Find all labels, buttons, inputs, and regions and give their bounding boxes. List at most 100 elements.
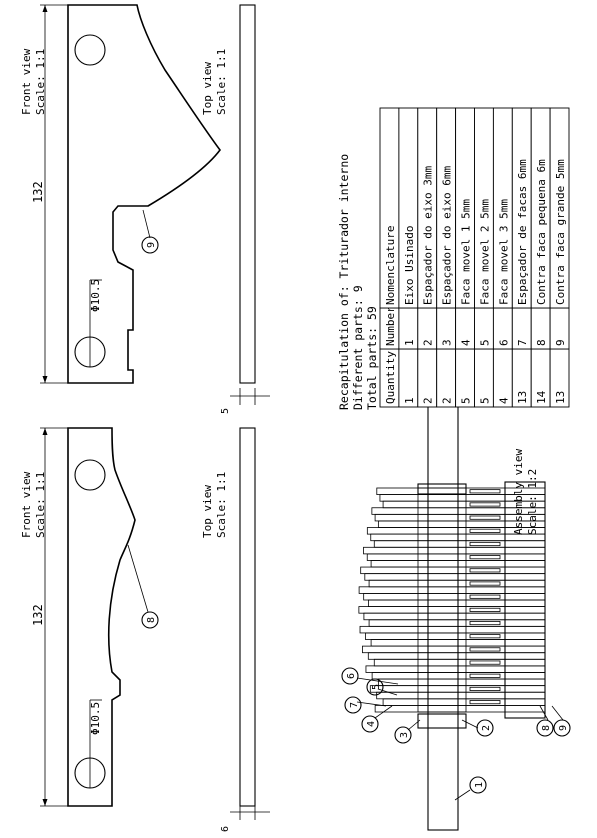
part8-front-view-label: Front view [20,471,33,538]
assembly-disc-hub [469,647,501,652]
part9-front-view-label: Front view [20,48,33,115]
part8-length-dim: 132 [31,604,45,626]
assembly-disc [365,665,546,673]
assembly-balloon [536,719,554,737]
part8-balloon [141,611,159,629]
assembly-balloon-label: 5 [371,684,382,690]
assembly-disc-hub [469,700,501,705]
part8-body-outline [67,427,136,807]
assembly-disc-hub [469,686,501,691]
recap-cell-text: Espaçador do eixo 6mm [441,166,454,305]
assembly-balloon [366,678,384,696]
recap-cell-text: Eixo Usinado [403,226,416,305]
part8-front-view-scale: Scale: 1:1 [34,472,47,538]
recap-cell-text: 9 [554,339,567,346]
part8-top-view-scale: Scale: 1:1 [215,472,228,538]
assembly-disc [371,672,546,680]
part9-top-view-label: Top view [201,62,214,115]
assembly-disc [368,619,546,627]
assembly-disc-hub [469,621,501,626]
assembly-disc-hub [469,607,501,612]
assembly-leader-7 [356,701,387,707]
assembly-scale: Scale: 1:2 [526,469,539,535]
assembly-core [417,487,467,713]
recap-header-text: Number [384,306,397,346]
recap-header-text: Nomenclature [384,226,397,305]
part8-balloon-leader [127,544,149,613]
assembly-balloon-label: 1 [474,782,485,788]
assembly-disc [366,553,546,561]
assembly-leader-1 [454,789,471,801]
assembly-leader-6 [356,677,399,685]
recap-cell-text: Espaçador do eixo 3mm [422,166,435,305]
assembly-disc-hub [469,489,501,494]
assembly-label: Assembly view [512,449,525,535]
recap-cell-text: 6 [497,339,510,346]
part8-hole-dim: Φ10.5 [89,702,102,735]
recap-cell-text: 14 [535,390,548,404]
part8-top-view-label: Top view [201,485,214,538]
assembly-balloon-label: 7 [349,702,360,708]
recap-cell-text: Contra faca pequena 6m [535,159,548,305]
assembly-balloon-label: 3 [399,732,410,738]
assembly-balloon [361,715,379,733]
part9-hole-top [74,34,106,66]
assembly-shaft-spacer-top [417,483,467,495]
assembly-leader-3 [407,719,421,731]
assembly-balloon-label: 9 [558,725,569,731]
assembly-shaft-spacer-bottom [417,713,467,729]
recap-cell-text: Contra faca grande 5mm [554,159,567,305]
recap-cell-text: 5 [478,397,491,404]
assembly-balloon [476,719,494,737]
assembly-balloon-label: 4 [366,721,377,727]
part9-body-outline [67,4,222,384]
assembly-balloon-label: 6 [346,673,357,679]
assembly-disc [376,691,546,700]
recap-cell-text: 7 [516,339,529,346]
assembly-disc [362,645,546,654]
assembly-disc [363,546,546,555]
recap-cell-text: 13 [516,391,529,404]
recap-cell-text: Espaçador de facas 6mm [516,159,529,305]
part9-balloon [141,236,159,254]
assembly-disc [364,573,546,581]
assembly-balloon [394,726,412,744]
assembly-disc [363,612,546,621]
assembly-disc [367,652,546,660]
assembly-disc-hub [469,515,501,520]
part8-thickness-dim: 6 [220,826,231,832]
recap-cell-text: 3 [441,339,454,346]
recap-cell-text: 5 [460,397,473,404]
assembly-disc [359,625,546,634]
assembly-balloon-label: 2 [481,725,492,731]
part9-thickness-dim: 5 [220,408,231,414]
part9-hole-dim: Φ10.5 [89,279,102,312]
assembly-counter-knife-frame [504,481,546,719]
labels: Front view Scale: 1:1 Top view Scale: 1:… [20,48,539,832]
recap-cell-text: 2 [441,397,454,404]
assembly-balloon-label: 8 [541,725,552,731]
recap-total-parts: Total parts: 59 [365,306,379,410]
assembly-knife-stack [358,481,546,719]
recap-cell-text: 1 [403,339,416,346]
part8-top-view-rect [239,427,256,807]
part9-top-view-scale: Scale: 1:1 [215,49,228,115]
recap-cell-text: Faca movel 1 5mm [460,199,473,305]
recap-cell-text: Faca movel 3 5mm [497,199,510,305]
recap-cell-text: 13 [554,391,567,404]
recap-cell-text: 2 [422,397,435,404]
assembly-disc [360,566,546,575]
assembly-leader-8 [539,705,549,721]
assembly-disc [363,593,546,601]
recap-cell-text: 1 [403,397,416,404]
assembly-disc-hub [469,502,501,507]
assembly-disc [365,632,546,640]
assembly-disc-hub [469,568,501,573]
part8-front-view-group [40,427,270,820]
part9-balloon-label: 9 [146,242,157,248]
recap-cell-text: 2 [422,339,435,346]
assembly-disc [367,599,546,607]
assembly-view-group [356,379,564,831]
